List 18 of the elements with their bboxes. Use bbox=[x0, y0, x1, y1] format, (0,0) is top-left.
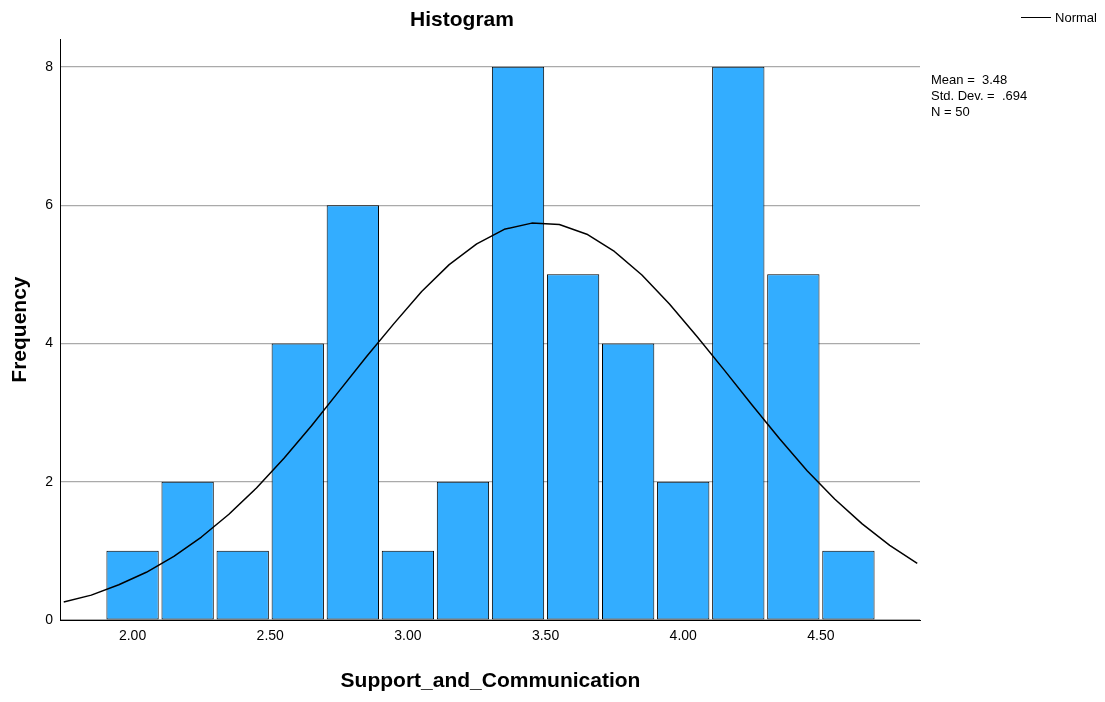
y-tick-label: 4 bbox=[45, 334, 54, 351]
chart-title: Histogram bbox=[410, 7, 514, 31]
x-tick-label: 3.00 bbox=[394, 627, 422, 644]
y-axis-title: Frequency bbox=[7, 276, 31, 383]
x-tick-label: 4.00 bbox=[669, 627, 698, 644]
text: N = 50 bbox=[931, 104, 971, 120]
x-tick-label: 2.50 bbox=[256, 627, 285, 644]
x-axis-title: Support_and_Communication bbox=[340, 668, 641, 692]
x-tick-label: 4.50 bbox=[807, 627, 835, 644]
text: Std. Dev. = .694 bbox=[931, 88, 1028, 104]
x-tick-label: 2.00 bbox=[118, 627, 147, 644]
y-tick-label: 8 bbox=[45, 57, 54, 74]
y-tick-label: 0 bbox=[45, 610, 54, 627]
y-tick-label: 2 bbox=[45, 472, 54, 489]
x-tick-label: 3.50 bbox=[531, 627, 560, 644]
y-tick-label: 6 bbox=[45, 196, 54, 212]
text: Mean = 3.48 bbox=[931, 72, 1009, 88]
legend-label: Normal bbox=[1055, 10, 1097, 25]
